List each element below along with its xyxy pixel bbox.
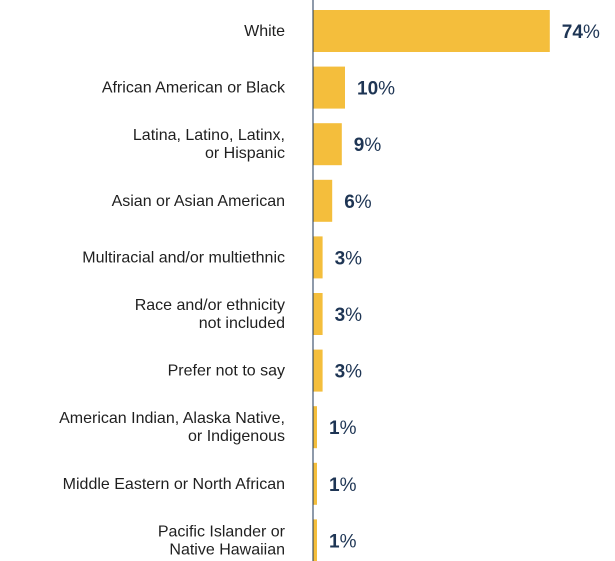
bar [313,236,323,279]
value-unit: % [378,79,395,100]
category-label-line: Pacific Islander or [158,523,286,540]
value-label: 1% [329,531,357,552]
category-label-line: Native Hawaiian [169,541,285,558]
bar [313,406,317,449]
value-label: 1% [329,418,357,439]
category-label-line: or Indigenous [188,428,285,445]
value-label: 3% [335,305,363,326]
value-unit: % [340,418,357,439]
value-label: 6% [344,192,372,213]
value-unit: % [340,531,357,552]
value-label: 74% [562,22,600,43]
value-unit: % [345,305,362,326]
category-label: Latina, Latino, Latinx, or Hispanic [133,127,285,162]
category-label: Middle Eastern or North African [63,476,285,493]
value-label: 9% [354,135,382,156]
value-unit: % [364,135,381,156]
category-label-line: Prefer not to say [168,363,285,380]
value-unit: % [355,192,372,213]
bar [313,462,317,505]
value-unit: % [340,475,357,496]
category-label-line: Multiracial and/or multiethnic [82,249,285,266]
value-label: 3% [335,362,363,383]
category-label-line: American Indian, Alaska Native, [59,410,285,427]
bar [313,66,345,109]
category-label: Race and/or ethnicity not included [135,297,285,332]
category-label-line: Asian or Asian American [112,193,285,210]
category-label-line: or Hispanic [205,145,285,162]
value-label: 3% [335,248,363,269]
value-unit: % [345,248,362,269]
value-label: 1% [329,475,357,496]
value-label: 10% [357,79,395,100]
category-label-line: Middle Eastern or North African [63,476,285,493]
bar [313,179,333,222]
category-label: African American or Black [102,80,286,97]
category-label-line: African American or Black [102,80,286,97]
value-unit: % [345,362,362,383]
category-label: White [244,23,285,40]
category-label: Multiracial and/or multiethnic [82,249,285,266]
category-label: Pacific Islander or Native Hawaiian [158,523,286,558]
category-label-line: White [244,23,285,40]
category-label-line: Race and/or ethnicity [135,297,285,314]
bar [313,349,323,392]
category-label-line: not included [199,315,285,332]
bar [313,123,342,166]
bar [313,10,550,52]
bar [313,519,317,561]
bar [313,293,323,335]
category-label: American Indian, Alaska Native, or Indige… [59,410,285,445]
category-label-line: Latina, Latino, Latinx, [133,127,285,144]
value-unit: % [583,22,600,43]
category-label: Asian or Asian American [112,193,285,210]
category-label: Prefer not to say [168,363,285,380]
